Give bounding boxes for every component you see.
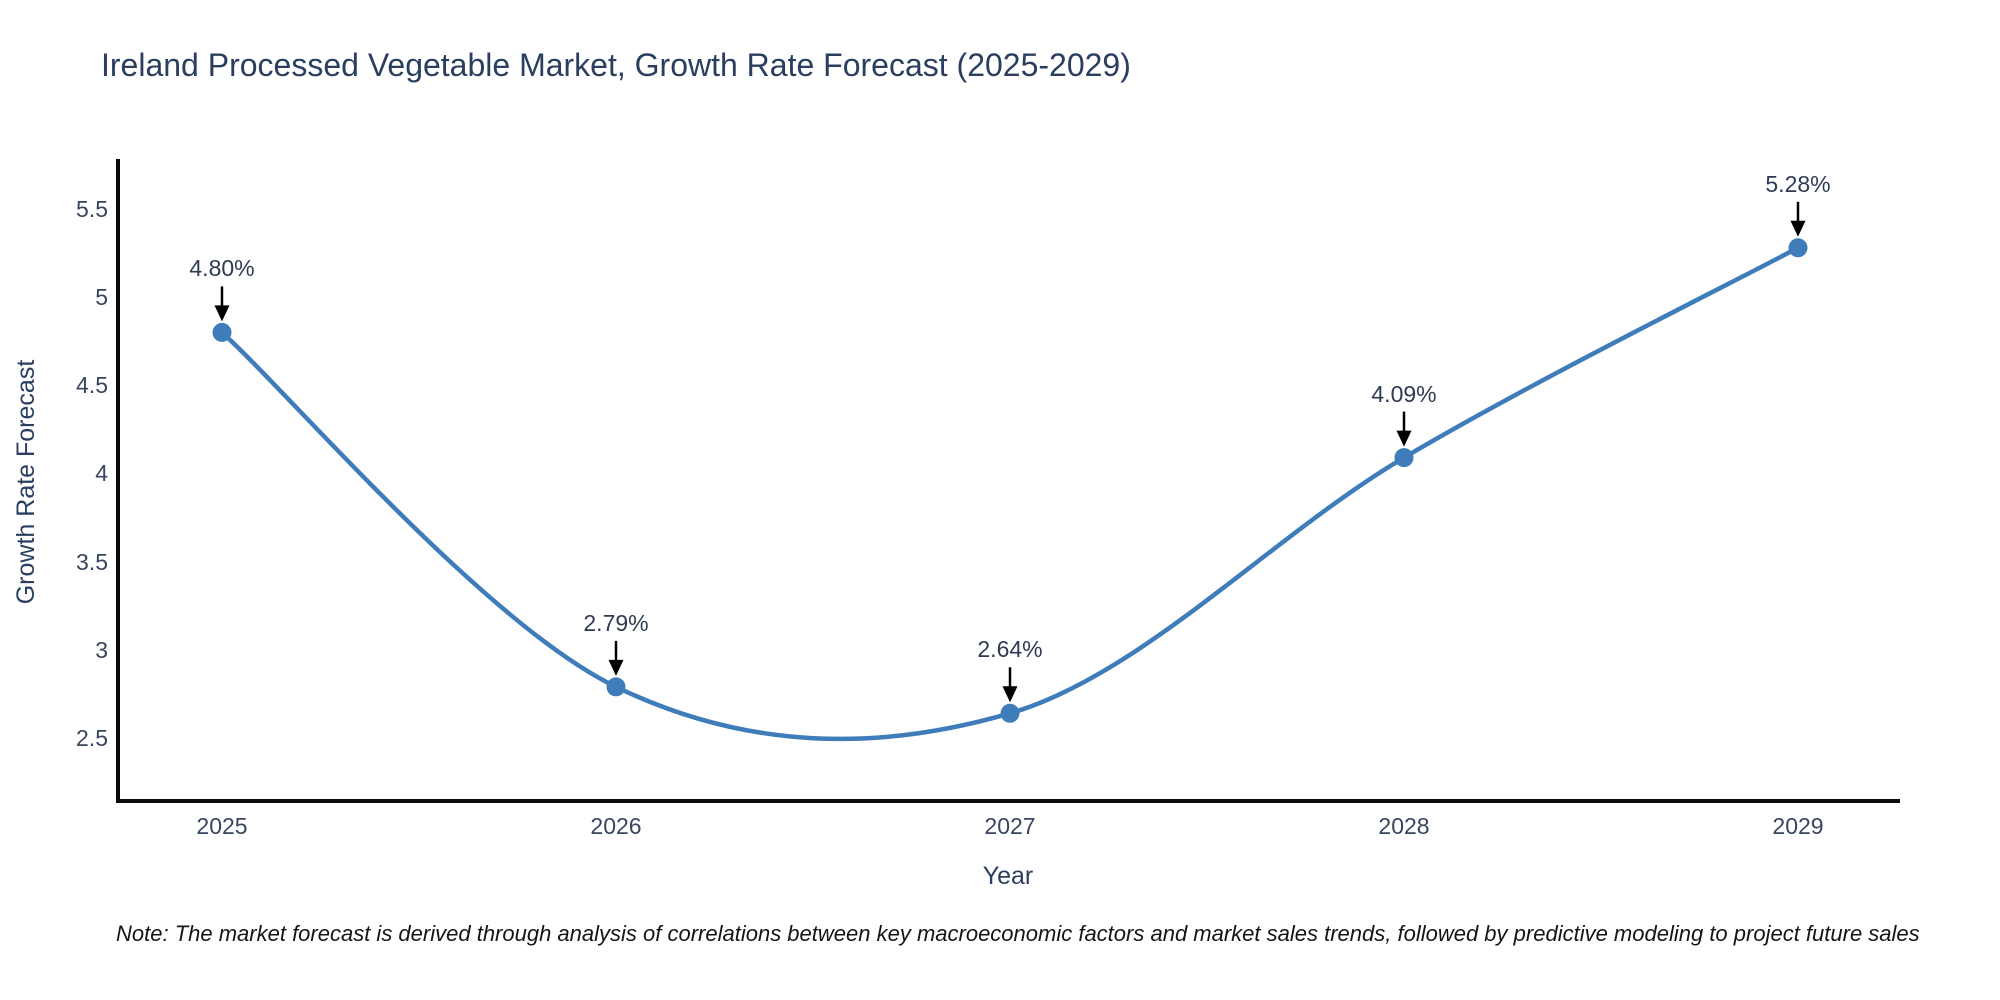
- footnote: Note: The market forecast is derived thr…: [116, 921, 1920, 946]
- point-label: 2.64%: [977, 636, 1043, 663]
- y-tick-label: 3.5: [76, 548, 108, 575]
- annotation-arrow-head: [1396, 430, 1412, 447]
- y-tick-label: 4.5: [76, 372, 108, 399]
- x-tick-label: 2028: [1378, 813, 1430, 839]
- data-point-marker: [1788, 238, 1808, 258]
- point-label: 4.80%: [189, 255, 255, 282]
- x-tick-label: 2026: [590, 813, 642, 839]
- x-axis-title: Year: [982, 862, 1034, 890]
- point-label: 2.79%: [583, 609, 649, 636]
- point-label: 5.28%: [1765, 170, 1831, 197]
- y-tick-label: 4: [95, 460, 108, 487]
- annotation-arrow-head: [608, 659, 624, 676]
- trace-line: [219, 245, 1801, 742]
- data-point-marker: [212, 322, 232, 342]
- data-point-marker: [1000, 703, 1020, 723]
- annotation-arrow-head: [1790, 220, 1806, 237]
- chart-title: Ireland Processed Vegetable Market, Grow…: [101, 47, 1131, 83]
- y-tick-label: 2.5: [76, 724, 108, 751]
- annotation-arrow-head: [1002, 686, 1018, 703]
- y-tick-label: 5: [95, 284, 108, 311]
- data-point-marker: [1394, 448, 1414, 468]
- x-tick-label: 2025: [196, 813, 248, 839]
- x-tick-label: 2027: [984, 813, 1036, 839]
- data-point-marker: [606, 677, 626, 697]
- x-tick-label: 2029: [1772, 813, 1824, 839]
- annotation-arrow-head: [214, 305, 230, 322]
- y-axis-title: Growth Rate Forecast: [12, 359, 40, 605]
- y-tick-label: 3: [95, 636, 108, 663]
- point-label: 4.09%: [1371, 380, 1437, 407]
- y-tick-label: 5.5: [76, 196, 108, 222]
